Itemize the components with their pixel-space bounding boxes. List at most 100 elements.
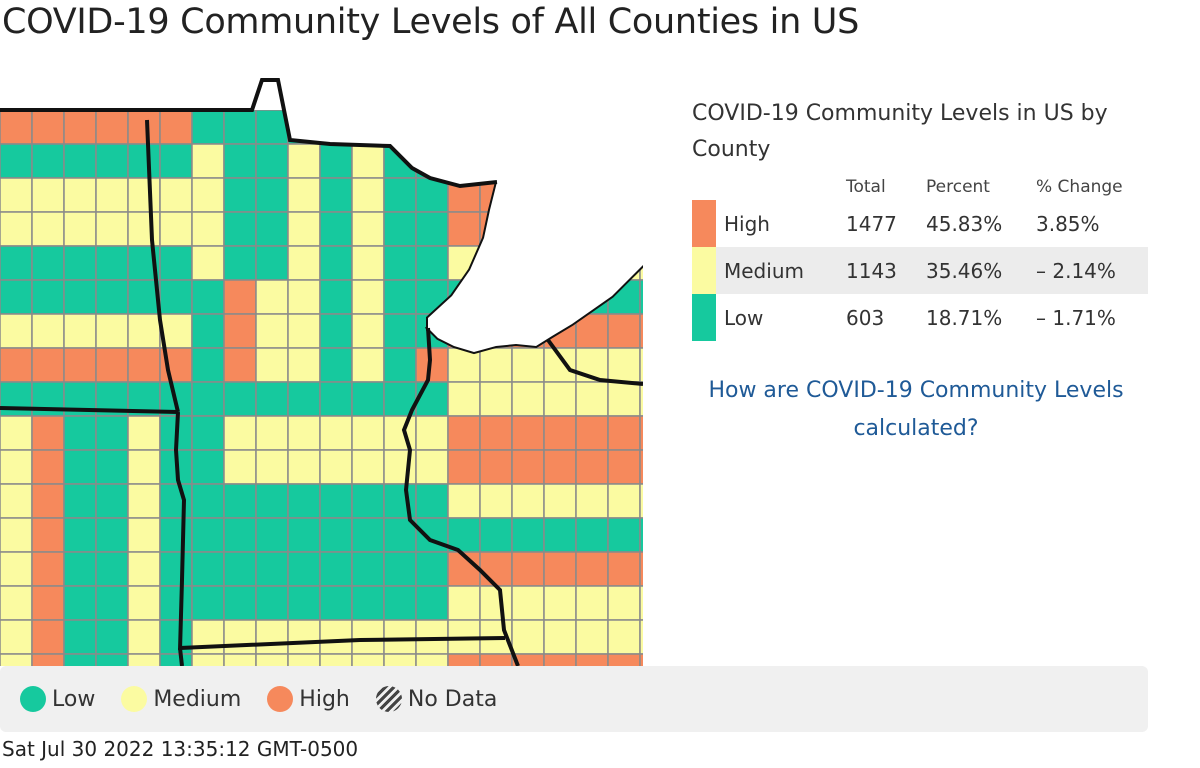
county-cell[interactable] [95, 653, 129, 666]
county-cell[interactable] [607, 619, 641, 655]
county-cell[interactable] [127, 483, 161, 519]
county-cell[interactable] [383, 211, 417, 247]
county-cell[interactable] [223, 109, 257, 145]
county-cell[interactable] [639, 313, 643, 349]
county-cell[interactable] [31, 449, 65, 485]
county-cell[interactable] [575, 551, 609, 587]
county-cell[interactable] [255, 449, 289, 485]
county-cell[interactable] [287, 449, 321, 485]
county-cell[interactable] [159, 143, 193, 179]
county-cell[interactable] [543, 653, 577, 666]
county-cell[interactable] [223, 347, 257, 383]
county-cell[interactable] [63, 245, 97, 281]
county-cell[interactable] [159, 585, 193, 621]
county-cell[interactable] [287, 381, 321, 417]
county-cell[interactable] [63, 551, 97, 587]
county-map-svg[interactable] [0, 70, 643, 666]
county-cell[interactable] [223, 143, 257, 179]
county-cell[interactable] [63, 517, 97, 553]
county-cell[interactable] [479, 449, 513, 485]
county-cell[interactable] [415, 245, 449, 281]
county-cell[interactable] [415, 211, 449, 247]
county-cell[interactable] [223, 483, 257, 519]
county-cell[interactable] [63, 483, 97, 519]
county-cell[interactable] [255, 653, 289, 666]
county-cell[interactable] [159, 245, 193, 281]
county-cell[interactable] [127, 347, 161, 383]
county-cell[interactable] [351, 347, 385, 383]
county-cell[interactable] [191, 245, 225, 281]
county-cell[interactable] [0, 211, 33, 247]
county-cell[interactable] [287, 551, 321, 587]
county-cell[interactable] [63, 313, 97, 349]
county-cell[interactable] [191, 483, 225, 519]
county-cell[interactable] [319, 619, 353, 655]
county-cell[interactable] [351, 211, 385, 247]
county-cell[interactable] [127, 551, 161, 587]
county-cell[interactable] [0, 483, 33, 519]
county-cell[interactable] [351, 483, 385, 519]
county-cell[interactable] [191, 449, 225, 485]
county-cell[interactable] [351, 551, 385, 587]
county-cell[interactable] [95, 109, 129, 145]
county-cell[interactable] [63, 143, 97, 179]
county-cell[interactable] [415, 449, 449, 485]
county-cell[interactable] [95, 347, 129, 383]
county-cell[interactable] [447, 483, 481, 519]
county-cell[interactable] [575, 517, 609, 553]
county-cell[interactable] [191, 211, 225, 247]
county-cell[interactable] [159, 551, 193, 587]
county-cell[interactable] [287, 619, 321, 655]
county-cell[interactable] [63, 415, 97, 451]
county-cell[interactable] [639, 449, 643, 485]
county-cell[interactable] [255, 585, 289, 621]
county-cell[interactable] [319, 653, 353, 666]
county-cell[interactable] [511, 381, 545, 417]
county-cell[interactable] [127, 211, 161, 247]
county-cell[interactable] [127, 143, 161, 179]
county-cell[interactable] [0, 653, 33, 666]
county-cell[interactable] [255, 415, 289, 451]
county-cell[interactable] [639, 415, 643, 451]
county-cell[interactable] [351, 245, 385, 281]
county-cell[interactable] [415, 347, 449, 383]
county-cell[interactable] [479, 415, 513, 451]
county-cell[interactable] [319, 551, 353, 587]
county-cell[interactable] [31, 347, 65, 383]
county-cell[interactable] [639, 551, 643, 587]
county-cell[interactable] [511, 653, 545, 666]
county-cell[interactable] [607, 313, 641, 349]
county-cell[interactable] [95, 449, 129, 485]
county-cell[interactable] [479, 381, 513, 417]
county-cell[interactable] [383, 177, 417, 213]
county-cell[interactable] [383, 483, 417, 519]
county-cell[interactable] [351, 381, 385, 417]
county-cell[interactable] [607, 653, 641, 666]
county-cell[interactable] [127, 415, 161, 451]
county-cell[interactable] [351, 585, 385, 621]
county-cell[interactable] [319, 415, 353, 451]
county-cell[interactable] [255, 245, 289, 281]
county-cell[interactable] [575, 585, 609, 621]
county-cell[interactable] [31, 551, 65, 587]
county-cell[interactable] [95, 551, 129, 587]
county-cell[interactable] [31, 177, 65, 213]
county-cell[interactable] [31, 279, 65, 315]
county-cell[interactable] [191, 653, 225, 666]
county-cell[interactable] [479, 585, 513, 621]
county-cell[interactable] [31, 313, 65, 349]
county-cell[interactable] [511, 585, 545, 621]
county-cell[interactable] [639, 279, 643, 315]
county-cell[interactable] [31, 619, 65, 655]
county-cell[interactable] [479, 347, 513, 383]
county-cell[interactable] [0, 347, 33, 383]
county-cell[interactable] [383, 619, 417, 655]
county-cell[interactable] [63, 347, 97, 383]
county-cell[interactable] [159, 177, 193, 213]
county-cell[interactable] [383, 585, 417, 621]
county-cell[interactable] [191, 109, 225, 145]
county-cell[interactable] [447, 585, 481, 621]
county-cell[interactable] [319, 381, 353, 417]
county-cell[interactable] [191, 347, 225, 383]
county-cell[interactable] [63, 449, 97, 485]
